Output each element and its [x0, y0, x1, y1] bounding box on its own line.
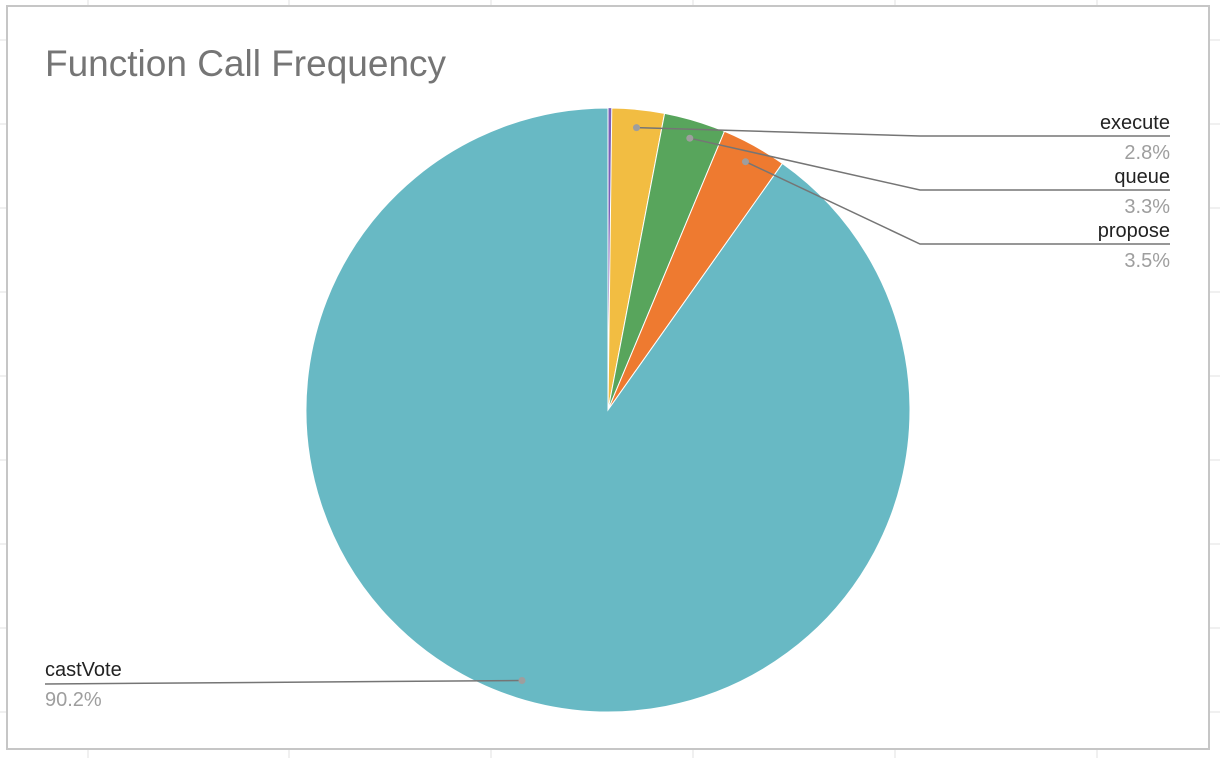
- leader-line-propose: [745, 161, 1170, 245]
- slice-value-execute: 2.8%: [1124, 142, 1170, 164]
- pie-slice-castvote[interactable]: [305, 107, 911, 713]
- leader-dot-queue: [686, 134, 694, 142]
- leader-line-execute: [636, 126, 1170, 137]
- leader-lines: [44, 124, 1170, 685]
- chart-title: Function Call Frequency: [45, 43, 447, 84]
- pie-slices: [305, 107, 911, 713]
- slice-label-queue: queue: [1114, 166, 1170, 188]
- slice-value-castvote: 90.2%: [45, 689, 102, 711]
- leader-line-castvote: [44, 679, 523, 685]
- slice-value-propose: 3.5%: [1124, 250, 1170, 272]
- leader-dot-execute: [633, 124, 640, 132]
- leader-dot-castvote: [518, 677, 526, 684]
- leader-dot-propose: [742, 158, 749, 166]
- leader-line-queue: [689, 137, 1170, 191]
- slice-labels: execute 2.8%queue 3.3%propose 3.5% castVote 9…: [45, 112, 1170, 711]
- slice-value-queue: 3.3%: [1124, 196, 1170, 218]
- slice-label-propose: propose: [1098, 220, 1170, 242]
- slice-label-execute: execute: [1100, 112, 1170, 134]
- slice-label-castvote: castVote: [45, 659, 122, 681]
